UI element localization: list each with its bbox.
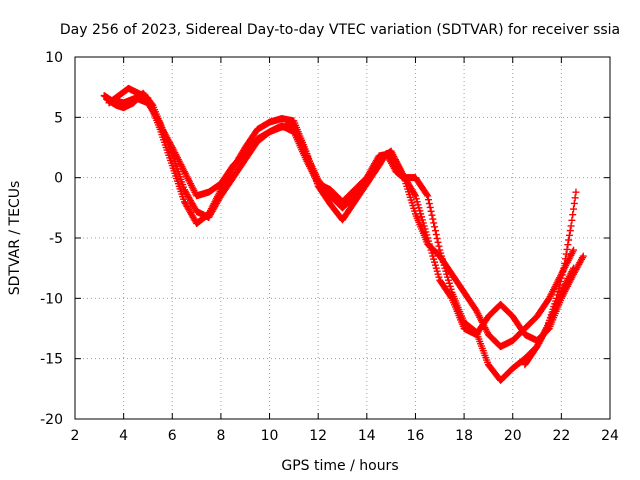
grid [75,57,610,419]
data-point [429,215,437,223]
y-tick-label: 10 [45,50,63,66]
data-point [562,250,570,258]
chart-title: Day 256 of 2023, Sidereal Day-to-day VTE… [60,22,620,38]
x-tick-label: 2 [71,428,80,444]
series-4 [521,188,580,369]
data-point [563,245,571,253]
data-point [426,203,434,211]
y-tick-label: -5 [49,231,63,247]
data-point [570,246,578,254]
data-point [554,288,562,296]
x-axis-label: GPS time / hours [281,458,398,474]
data-point [434,238,442,246]
data-point [433,234,441,242]
x-tick-label: 14 [358,428,376,444]
x-tick-label: 20 [504,428,522,444]
x-tick-label: 18 [455,428,473,444]
data-point [567,222,575,230]
data-point [427,207,435,215]
data-point [565,236,573,244]
data-point [564,241,572,249]
data-point [425,200,433,208]
y-tick-label: 5 [54,110,63,126]
y-tick-label: -20 [40,412,63,428]
data-point [423,190,431,198]
x-tick-label: 6 [168,428,177,444]
data-point [558,271,566,279]
data-point [565,231,573,239]
data-point [556,281,564,289]
data-point [430,219,438,227]
y-tick-label: 0 [54,171,63,187]
data-point [553,291,561,299]
y-tick-label: -15 [40,352,63,368]
data-point [568,216,576,224]
x-tick-label: 8 [216,428,225,444]
y-axis-label: SDTVAR / TECUs [7,181,23,296]
data-point [431,227,439,235]
data-point [431,223,439,231]
x-tick-labels: 2 4 6 8 10 12 14 16 18 20 22 24 [71,428,619,444]
data-point [561,255,569,263]
data-point [561,259,569,267]
axis-ticks [74,56,611,420]
data-point [566,227,574,235]
x-tick-label: 16 [407,428,425,444]
x-tick-label: 12 [309,428,327,444]
data-point [557,274,565,282]
x-tick-label: 24 [601,428,619,444]
data-point [570,205,578,213]
data-points [100,84,587,384]
data-point [435,242,443,250]
data-point [559,268,567,276]
y-tick-label: -10 [40,291,63,307]
data-point [555,284,563,292]
data-point [424,196,432,204]
data-point [571,194,579,202]
data-point [570,199,578,207]
data-point [398,170,406,178]
x-tick-label: 10 [261,428,279,444]
data-point [428,211,436,219]
data-point [560,264,568,272]
data-point [424,192,432,200]
data-point [572,188,580,196]
series-3 [103,89,578,351]
y-tick-labels: 10 5 0 -5 -10 -15 -20 [40,50,63,428]
x-tick-label: 22 [552,428,570,444]
data-point [553,294,560,302]
x-tick-label: 4 [119,428,128,444]
data-point [557,278,565,286]
data-point [579,252,587,260]
data-point [569,211,577,219]
data-point [432,231,440,239]
